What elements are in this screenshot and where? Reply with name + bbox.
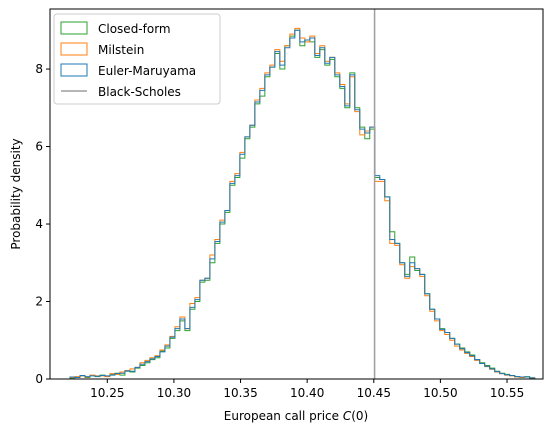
legend-swatch-closed-form [60, 21, 88, 35]
x-axis: 10.25 10.30 10.35 10.40 10.45 10.50 10.55 [90, 379, 524, 400]
legend-box [53, 13, 221, 105]
x-tick-label: 10.30 [157, 386, 191, 400]
legend-label-milstein: Milstein [98, 43, 144, 57]
legend-label-closed-form: Closed-form [98, 22, 171, 36]
x-axis-label: European call price C(0) [224, 409, 368, 423]
legend-swatch-euler-maruyama [60, 63, 88, 77]
y-tick-label: 6 [35, 140, 43, 154]
x-tick-label: 10.50 [423, 386, 457, 400]
y-axis-label: Probability density [9, 138, 23, 249]
legend-label-euler-maruyama: Euler-Maruyama [98, 64, 196, 78]
legend-label-black-scholes: Black-Scholes [98, 85, 181, 99]
plot-area [69, 9, 536, 379]
series-euler-maruyama [69, 29, 536, 379]
y-tick-label: 8 [35, 62, 43, 76]
x-tick-label: 10.25 [90, 386, 124, 400]
y-tick-label: 4 [35, 217, 43, 231]
x-tick-label: 10.40 [290, 386, 324, 400]
x-tick-label: 10.55 [490, 386, 524, 400]
x-tick-label: 10.45 [357, 386, 391, 400]
y-tick-label: 2 [35, 295, 43, 309]
y-tick-label: 0 [35, 372, 43, 386]
plot-frame [49, 8, 544, 380]
y-axis: 0 2 4 6 8 [35, 62, 50, 386]
legend-swatch-milstein [60, 42, 88, 56]
x-tick-label: 10.35 [223, 386, 257, 400]
legend: Closed-form Milstein Euler-Maruyama Blac… [53, 13, 221, 105]
